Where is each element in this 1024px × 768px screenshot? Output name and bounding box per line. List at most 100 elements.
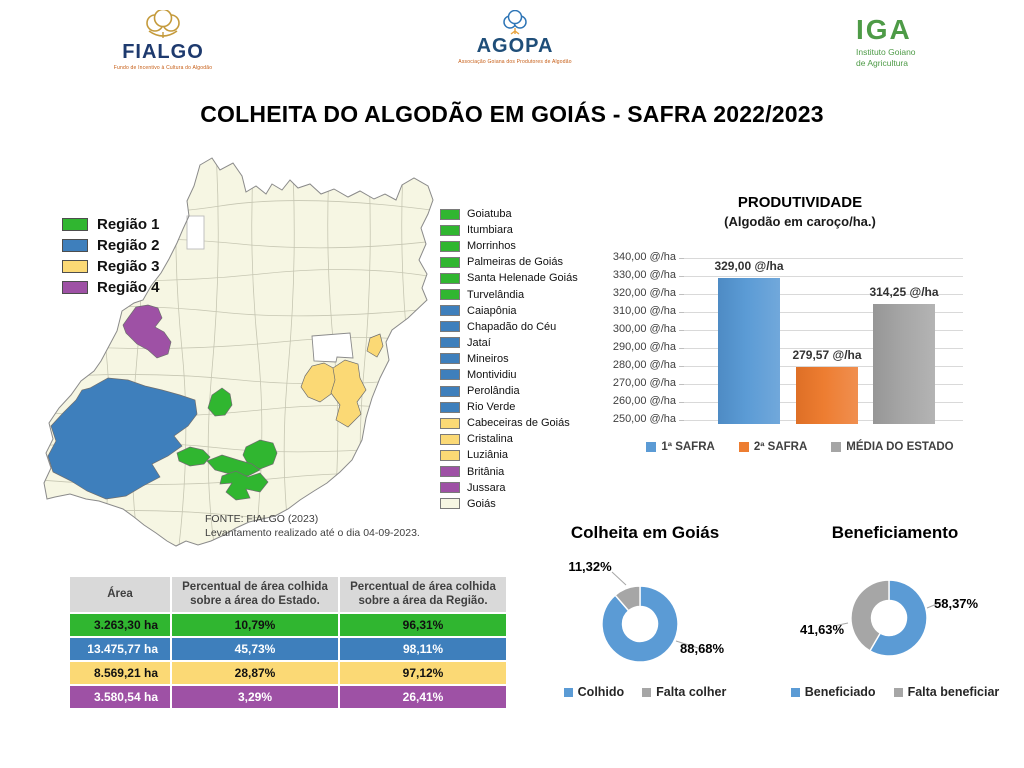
donut-slice-0 <box>868 579 928 657</box>
municipality-item: Perolândia <box>440 383 578 399</box>
y-axis-tick-label: 290,00 @/ha <box>612 341 676 353</box>
region-legend-item: Região 4 <box>62 277 160 298</box>
gridline <box>684 294 963 295</box>
y-axis-tick-label: 280,00 @/ha <box>612 359 676 371</box>
y-axis-tick-label: 310,00 @/ha <box>612 305 676 317</box>
municipality-color-chip <box>440 385 460 397</box>
gridline <box>684 330 963 331</box>
donut2-svg <box>833 579 945 657</box>
region-legend-item: Região 2 <box>62 235 160 256</box>
area-table-wrap: Área Percentual de área colhida sobre a á… <box>68 575 508 710</box>
table-header-cell: Área <box>70 577 170 612</box>
table-row: 3.263,30 ha 10,79% 96,31% <box>70 613 506 636</box>
municipality-item: Caiapônia <box>440 303 578 319</box>
municipality-color-chip <box>440 369 460 381</box>
bar-legend-item: 1ª SAFRA <box>646 441 715 453</box>
bar-legend-item: 2ª SAFRA <box>738 441 807 453</box>
municipality-label: Jataí <box>467 336 491 349</box>
iga-logo: IGA Instituto Goiano de Agricultura <box>856 16 986 68</box>
municipality-label: Caiapônia <box>467 304 517 317</box>
table-row: 13.475,77 ha 45,73% 98,11% <box>70 637 506 660</box>
region2-area <box>47 377 198 500</box>
bar-legend-item: MÉDIA DO ESTADO <box>831 441 954 453</box>
municipality-list: Goiatuba Itumbiara Morrinhos Palmeiras de G… <box>440 206 578 512</box>
municipality-label: Cabeceiras de Goiás <box>467 417 570 430</box>
municipality-item: Montividiu <box>440 367 578 383</box>
map-notch <box>186 215 205 250</box>
municipality-label: Turvelândia <box>467 288 525 301</box>
table-cell: 96,31% <box>340 613 506 636</box>
agopa-logo-text: AGOPA <box>476 35 554 57</box>
area-table: Área Percentual de área colhida sobre a á… <box>68 575 508 710</box>
tick-mark <box>679 366 684 367</box>
municipality-item: Itumbiara <box>440 222 578 238</box>
region-legend-label: Região 2 <box>97 237 160 254</box>
region-legend-label: Região 3 <box>97 258 160 275</box>
bar-legend-label: 1ª SAFRA <box>661 441 715 453</box>
y-axis-tick-label: 250,00 @/ha <box>612 413 676 425</box>
municipality-label: Perolândia <box>467 385 520 398</box>
municipality-color-chip <box>440 433 460 445</box>
gridline <box>684 366 963 367</box>
page-title: COLHEITA DO ALGODÃO EM GOIÁS - SAFRA 202… <box>200 101 824 127</box>
region-color-chip <box>62 239 88 252</box>
y-axis-tick-label: 270,00 @/ha <box>612 377 676 389</box>
region1-area-center <box>207 387 233 417</box>
donut-slice-1 <box>850 579 890 652</box>
region-legend-label: Região 4 <box>97 279 160 296</box>
municipality-label: Montividiu <box>467 368 517 381</box>
municipality-label: Luziânia <box>467 449 508 462</box>
municipality-label: Morrinhos <box>467 240 516 253</box>
donut-slice-0 <box>601 585 679 663</box>
gridline <box>684 348 963 349</box>
municipality-color-chip <box>440 417 460 429</box>
table-cell: 26,41% <box>340 685 506 708</box>
municipality-label: Cristalina <box>467 433 513 446</box>
tick-mark <box>679 348 684 349</box>
agopa-tagline: Associação Goiana dos Produtores de Algo… <box>458 59 572 65</box>
municipality-color-chip <box>440 482 460 494</box>
municipality-color-chip <box>440 321 460 333</box>
donut-legend-label: Colhido <box>577 685 625 699</box>
municipality-label: Britânia <box>467 465 505 478</box>
region-color-chip <box>62 281 88 294</box>
tick-mark <box>679 402 684 403</box>
bar-value-label: 329,00 @/ha <box>714 258 784 273</box>
table-cell: 3.580,54 ha <box>70 685 170 708</box>
municipality-item: Morrinhos <box>440 238 578 254</box>
municipality-item: Chapadão do Céu <box>440 319 578 335</box>
agopa-logo: AGOPA Associação Goiana dos Produtores d… <box>448 10 582 65</box>
donut2-legend: Beneficiado Falta beneficiar <box>780 685 1010 699</box>
region-areas <box>47 304 384 501</box>
legend-color-swatch <box>563 687 573 697</box>
tick-mark <box>679 276 684 277</box>
donut-legend-item: Beneficiado <box>790 685 876 699</box>
donut-legend-item: Colhido <box>563 685 625 699</box>
fialgo-tagline: Fundo de Incentivo à Cultura do Algodão <box>113 65 213 71</box>
municipality-item: Palmeiras de Goiás <box>440 254 578 270</box>
region1-area-b <box>242 439 278 470</box>
bar-chart-legend: 1ª SAFRA 2ª SAFRA MÉDIA DO ESTADO <box>600 441 1000 453</box>
municipality-item: Jussara <box>440 480 578 496</box>
municipality-item: Luziânia <box>440 447 578 463</box>
municipality-item: Cabeceiras de Goiás <box>440 415 578 431</box>
tick-mark <box>679 294 684 295</box>
region3-area-cristalina <box>330 359 367 428</box>
cotton-boll-icon <box>503 10 527 35</box>
goias-map: FONTE: FIALGO (2023) Levantamento realiz… <box>40 150 460 570</box>
bar-chart-subtitle: (Algodão em caroço/ha.) <box>724 214 876 229</box>
municipality-label: Goiás <box>467 497 496 510</box>
legend-color-swatch <box>893 687 903 697</box>
region-legend-item: Região 3 <box>62 256 160 277</box>
table-cell: 3,29% <box>172 685 338 708</box>
gridline <box>684 276 963 277</box>
tick-mark <box>679 384 684 385</box>
tick-mark <box>679 312 684 313</box>
tick-mark <box>679 258 684 259</box>
donut2-big-slice-label: 58,37% <box>934 596 979 611</box>
legend-color-swatch <box>738 442 749 452</box>
legend-color-swatch <box>831 442 842 452</box>
municipality-item: Cristalina <box>440 431 578 447</box>
region1-area-c <box>206 454 261 477</box>
